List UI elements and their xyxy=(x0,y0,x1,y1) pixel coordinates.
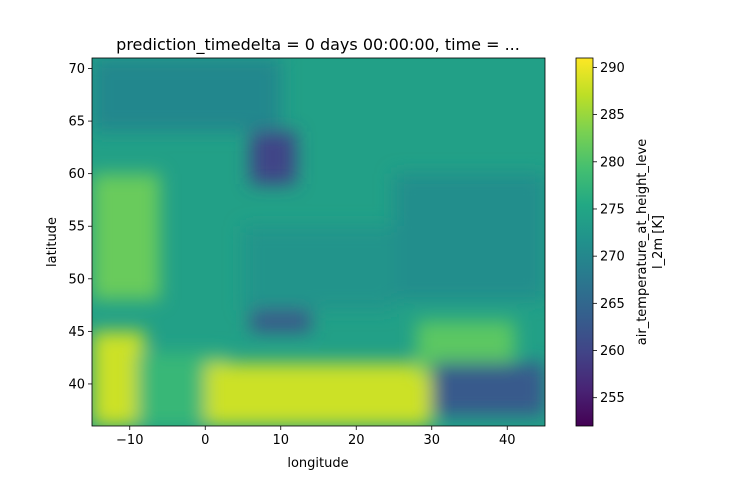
x-tick-label: 20 xyxy=(348,433,365,448)
x-axis: −10 0 10 20 30 40 xyxy=(116,426,516,448)
y-tick-label: 60 xyxy=(68,167,85,182)
heatmap-region xyxy=(92,331,145,426)
x-tick-label: 30 xyxy=(423,433,440,448)
x-tick-label: −10 xyxy=(116,433,143,448)
x-tick-label: 40 xyxy=(499,433,516,448)
y-axis-title: latitude xyxy=(45,217,60,267)
colorbar-tick-label: 275 xyxy=(600,202,625,217)
y-tick-label: 45 xyxy=(68,325,85,340)
colorbar-tick-label: 280 xyxy=(600,155,625,170)
y-tick-label: 50 xyxy=(68,272,85,287)
colorbar-tick-label: 270 xyxy=(600,250,625,265)
x-tick-label: 0 xyxy=(201,433,209,448)
y-tick-label: 65 xyxy=(68,115,85,130)
y-axis: 40 45 50 55 60 65 70 xyxy=(68,62,92,392)
colorbar-label-line2: l_2m [K] xyxy=(651,215,666,269)
colorbar-tick-label: 255 xyxy=(600,391,625,406)
colorbar-tick-label: 285 xyxy=(600,108,625,123)
colorbar-label-line1: air_temperature_at_height_leve xyxy=(635,139,650,345)
plot-frame xyxy=(91,57,546,427)
colorbar: 255 260 265 270 275 280 285 290 air_temperature… xyxy=(575,57,666,427)
y-tick-label: 70 xyxy=(68,62,85,77)
y-tick-label: 40 xyxy=(68,377,85,392)
x-tick-label: 10 xyxy=(272,433,289,448)
heatmap-region xyxy=(250,131,296,185)
heatmap-region xyxy=(205,362,432,426)
heatmap-region xyxy=(431,362,545,416)
y-tick-label: 55 xyxy=(68,220,85,235)
heatmap-region xyxy=(92,58,281,132)
heatmap-region xyxy=(243,226,394,311)
chart-title: prediction_timedelta = 0 days 00:00:00, … xyxy=(116,35,520,55)
colorbar-gradient xyxy=(575,57,594,427)
colorbar-tick-label: 290 xyxy=(600,61,625,76)
plot-area xyxy=(91,57,546,427)
x-axis-title: longitude xyxy=(287,456,348,471)
heatmap-region xyxy=(394,173,545,300)
heatmap-region xyxy=(92,173,160,300)
colorbar-ticks: 255 260 265 270 275 280 285 290 xyxy=(593,61,625,406)
colorbar-tick-label: 260 xyxy=(600,344,625,359)
colorbar-tick-label: 265 xyxy=(600,297,625,312)
